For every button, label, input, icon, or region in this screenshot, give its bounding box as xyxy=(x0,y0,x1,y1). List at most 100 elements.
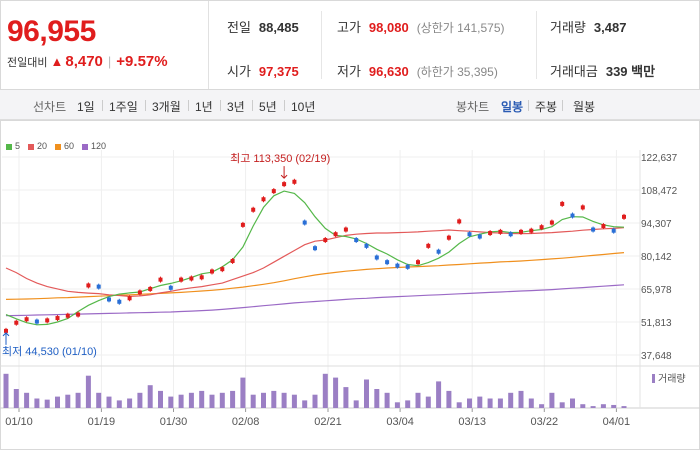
candle-body xyxy=(313,246,317,251)
candle-body xyxy=(591,227,596,232)
period-1w-button[interactable]: 1주일 xyxy=(109,100,138,114)
volume-bar xyxy=(446,390,452,408)
candle-monthly-button[interactable]: 월봉 xyxy=(573,100,596,114)
volume-bar xyxy=(436,381,442,408)
candle-body xyxy=(127,296,132,301)
candle-body xyxy=(364,243,369,248)
volume-bar xyxy=(281,392,287,408)
candle-body xyxy=(261,197,266,202)
period-3m-button[interactable]: 3개월 xyxy=(152,100,181,114)
candle-body xyxy=(343,227,348,232)
volume-bar xyxy=(3,373,9,408)
candle-chart-label: 봉차트 xyxy=(456,100,490,114)
volume-bar xyxy=(518,390,524,408)
period-3y-button[interactable]: 3년 xyxy=(227,100,245,114)
volume-value: 3,487 xyxy=(593,20,627,35)
legend-ma120: 120 xyxy=(82,141,106,151)
x-tick-label: 03/04 xyxy=(386,416,414,428)
y-tick-label: 65,978 xyxy=(641,285,672,296)
candle-body xyxy=(560,201,565,206)
volume-bar xyxy=(75,392,81,408)
volume-bar xyxy=(405,400,411,408)
period-5y-button[interactable]: 5년 xyxy=(259,100,277,114)
candle-body xyxy=(34,319,39,324)
low-value: 96,630 xyxy=(368,64,409,79)
volume-bar xyxy=(508,392,514,408)
legend-ma60-label: 60 xyxy=(64,141,75,151)
candle-body xyxy=(24,317,29,322)
current-price: 96,955 xyxy=(7,15,96,48)
candle-body xyxy=(405,264,410,269)
volume-bar xyxy=(219,392,225,408)
volume-bar xyxy=(147,385,153,408)
candle-body xyxy=(251,207,256,212)
candle-body xyxy=(292,179,297,184)
volume-bar xyxy=(425,396,431,408)
candle-body xyxy=(148,286,153,291)
candle-body xyxy=(611,228,616,233)
divider xyxy=(536,11,537,79)
legend-ma5-label: 5 xyxy=(15,141,21,151)
volume-bar xyxy=(240,377,246,408)
volume-bar xyxy=(477,396,483,408)
volume-bar xyxy=(261,392,266,408)
candle-daily-button[interactable]: 일봉 xyxy=(501,100,524,114)
candle-body xyxy=(498,229,503,234)
trade-value-cell: 거래대금 339 백만 xyxy=(550,61,655,80)
candle-body xyxy=(96,284,101,289)
candle-body xyxy=(323,238,328,243)
volume-bar xyxy=(127,398,133,408)
volume-bar xyxy=(570,398,575,408)
period-1d-button[interactable]: 1일 xyxy=(77,100,95,114)
trade-value: 339 백만 xyxy=(605,64,656,79)
y-tick-label: 108,472 xyxy=(641,186,678,197)
x-tick-label: 04/01 xyxy=(603,416,631,428)
high-cell: 고가 98,080 (상한가 141,575) xyxy=(337,17,505,36)
candle-body xyxy=(230,258,235,263)
volume-bar xyxy=(291,394,297,408)
chart-period-toolbar: 선차트 1일 1주일 3개월 1년 3년 5년 10년 봉차트 일봉 주봉 월봉 xyxy=(0,90,700,120)
high-label: 고가 xyxy=(337,20,361,35)
prev-close-cell: 전일 88,485 xyxy=(227,17,299,36)
max-price-annotation: 최고 113,350 (02/19) xyxy=(230,152,330,165)
candle-body xyxy=(488,231,493,236)
volume-bar xyxy=(137,392,143,408)
prev-close-label: 전일 xyxy=(227,20,251,35)
separator xyxy=(220,100,221,111)
candle-weekly-button[interactable]: 주봉 xyxy=(535,100,558,114)
candle-body xyxy=(86,283,91,288)
volume-bar xyxy=(559,402,565,408)
candle-body xyxy=(271,189,276,194)
volume-bar xyxy=(44,399,50,408)
candle-body xyxy=(117,299,122,304)
candle-body xyxy=(508,232,513,237)
candle-body xyxy=(45,318,50,323)
price-change-line: 전일대비 ▲ 8,470 | +9.57% xyxy=(7,53,208,70)
price-summary-panel: 96,955 전일대비 ▲ 8,470 | +9.57% 전일 88,485 고… xyxy=(0,0,700,90)
volume-bar xyxy=(230,390,236,408)
legend-ma120-label: 120 xyxy=(91,141,107,151)
change-amount: 8,470 xyxy=(65,53,103,70)
volume-bar xyxy=(24,392,30,408)
open-value: 97,375 xyxy=(258,64,299,79)
candle-body xyxy=(570,213,575,218)
volume-bar xyxy=(106,396,112,408)
volume-bar xyxy=(600,404,606,408)
volume-bar xyxy=(528,398,534,408)
separator xyxy=(188,100,189,111)
volume-bar xyxy=(611,404,617,408)
current-price-box: 96,955 전일대비 ▲ 8,470 | +9.57% xyxy=(1,1,209,89)
volume-bar xyxy=(96,392,102,408)
period-1y-button[interactable]: 1년 xyxy=(195,100,213,114)
legend-swatch xyxy=(82,143,89,150)
candle-body xyxy=(446,235,451,240)
low-label: 저가 xyxy=(337,64,361,79)
y-tick-label: 80,142 xyxy=(641,252,672,263)
separator xyxy=(145,100,146,111)
legend-swatch xyxy=(28,143,35,150)
period-10y-button[interactable]: 10년 xyxy=(291,100,316,114)
volume-bar xyxy=(384,392,390,408)
volume-bar xyxy=(209,394,215,408)
candle-body xyxy=(4,328,8,333)
